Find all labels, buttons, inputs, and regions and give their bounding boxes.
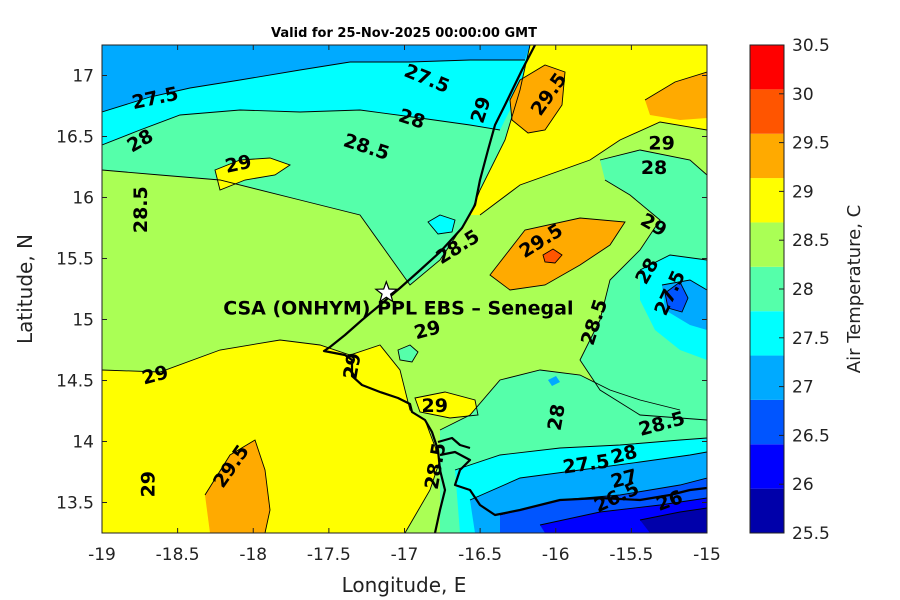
- colorbar-tick-label-9: 30: [792, 85, 814, 105]
- colorbar-tick-label-7: 29: [792, 182, 814, 202]
- field-region-25-5-se: [640, 508, 707, 533]
- colorbar-segment-5: [750, 266, 784, 312]
- colorbar-tick-label-6: 28.5: [792, 231, 830, 251]
- y-tick-label-7: 17: [72, 67, 94, 87]
- colorbar-ticks: 25.5 26 26.5 27 27.5 28 28.5 29 29.5 30 30.5: [779, 36, 830, 544]
- colorbar: [750, 45, 784, 533]
- y-tick-label-4: 15.5: [56, 250, 94, 270]
- colorbar-tick-label-10: 30.5: [792, 36, 830, 56]
- x-tick-label-2: -18: [239, 545, 267, 565]
- site-label: CSA (ONHYM) PPL EBS – Senegal: [223, 298, 573, 320]
- colorbar-label: Air Temperature, C: [844, 205, 865, 373]
- colorbar-segment-7: [750, 178, 784, 223]
- colorbar-segment-9: [750, 89, 784, 134]
- field-region-27-5-pocket-se: [548, 376, 560, 386]
- colorbar-segment-0: [750, 488, 784, 533]
- contour-label-18: 29: [339, 351, 365, 381]
- field-region-27-5-pocket: [428, 215, 455, 234]
- y-tick-label-6: 16.5: [56, 128, 94, 148]
- field-region-29-w: [102, 340, 440, 533]
- colorbar-segment-6: [750, 222, 784, 267]
- colorbar-tick-label-0: 25.5: [792, 524, 830, 544]
- y-tick-label-3: 15: [72, 311, 94, 331]
- x-tick-label-7: -15.5: [609, 545, 653, 565]
- colorbar-segment-3: [750, 355, 784, 400]
- colorbar-tick-label-8: 29.5: [792, 134, 830, 154]
- y-tick-label-0: 13.5: [56, 494, 94, 514]
- colorbar-tick-label-5: 28: [792, 280, 814, 300]
- colorbar-tick-label-2: 26.5: [792, 426, 830, 446]
- contour-label-6: 28.5: [130, 186, 152, 233]
- x-axis-ticks: -19 -18.5 -18 -17.5 -17 -16.5 -16 -15.5 -15: [88, 45, 721, 565]
- y-axis-ticks: 13.5 14 14.5 15 15.5 16 16.5 17: [56, 67, 707, 514]
- x-tick-label-8: -15: [693, 545, 721, 565]
- plot-area: [102, 45, 707, 533]
- x-tick-label-0: -19: [88, 545, 116, 565]
- field-region-29-5-e: [645, 72, 707, 120]
- field-region-29-5-ne: [510, 65, 565, 133]
- contour-lines: [102, 45, 707, 533]
- contour-label-30: 29: [137, 471, 159, 497]
- field-region-29-5-sw: [205, 440, 270, 533]
- field-region-29-n: [215, 158, 290, 190]
- contour-label-21: 28: [544, 402, 570, 432]
- contour-label-10: 28: [641, 157, 667, 179]
- contour-label-20: 29: [422, 395, 448, 417]
- x-tick-label-4: -17: [391, 545, 419, 565]
- colorbar-segment-10: [750, 45, 784, 90]
- x-tick-label-1: -18.5: [156, 545, 200, 565]
- colorbar-segment-4: [750, 311, 784, 356]
- colorbar-tick-label-3: 27: [792, 378, 814, 398]
- field-band-27: [102, 45, 530, 112]
- colorbar-segment-8: [750, 133, 784, 179]
- site-star-marker: [374, 279, 399, 304]
- x-tick-label-5: -16.5: [458, 545, 502, 565]
- contour-label-5: 29: [223, 151, 253, 178]
- colorbar-tick-label-4: 27.5: [792, 329, 830, 349]
- colorbar-segment-2: [750, 399, 784, 445]
- x-tick-label-6: -16: [542, 545, 570, 565]
- field-region-26-5-e: [665, 282, 688, 312]
- y-tick-label-1: 14: [72, 433, 94, 453]
- field-region-28-pocket: [398, 345, 418, 362]
- field-region-29-c: [415, 392, 478, 418]
- x-tick-label-3: -17.5: [307, 545, 351, 565]
- colorbar-segment-1: [750, 444, 784, 489]
- contour-label-9: 29: [648, 133, 674, 155]
- y-axis-label: Latitude, N: [13, 234, 37, 344]
- coastline: [322, 45, 707, 533]
- y-tick-label-2: 14.5: [56, 372, 94, 392]
- colorbar-tick-label-1: 26: [792, 475, 814, 495]
- y-tick-label-5: 16: [72, 189, 94, 209]
- x-axis-label: Longitude, E: [342, 573, 467, 597]
- chart-title: Valid for 25-Nov-2025 00:00:00 GMT: [271, 26, 537, 41]
